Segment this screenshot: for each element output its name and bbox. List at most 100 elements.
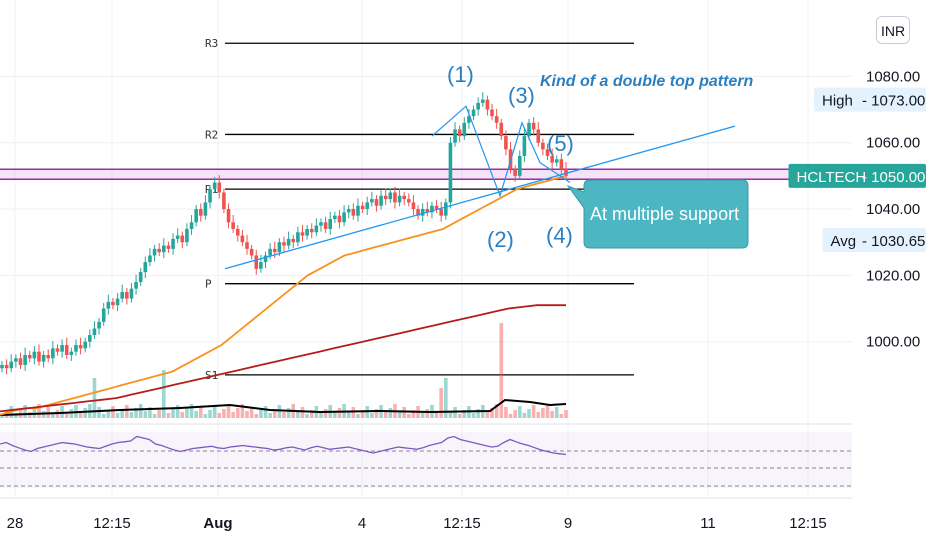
candle-body	[319, 222, 323, 226]
volume-bar	[120, 409, 124, 418]
volume-bar	[51, 414, 55, 418]
candle-body	[134, 282, 138, 289]
candle-body	[111, 301, 115, 306]
volume-bar	[439, 388, 443, 418]
candle-body	[504, 136, 508, 150]
currency-button[interactable]: INR	[876, 16, 910, 44]
callout-box	[566, 179, 749, 249]
high-price-pill	[814, 87, 926, 112]
candle-body	[83, 341, 88, 349]
volume-bar	[175, 405, 180, 418]
candle-body	[69, 351, 74, 355]
volume-bar	[309, 410, 314, 418]
wave-label-4: (4)	[546, 223, 573, 248]
volume-bar	[490, 408, 494, 418]
volume-bar	[282, 412, 286, 418]
candle-body	[268, 248, 272, 256]
candle-body	[393, 192, 397, 203]
volume-bar	[471, 413, 476, 418]
volume-bar	[397, 411, 402, 418]
rsi-line	[0, 435, 567, 456]
volume-bar	[425, 409, 430, 418]
ema-fast-line	[0, 175, 567, 416]
candle-body	[9, 361, 14, 369]
volume-bar	[23, 405, 27, 418]
annotations: (1) (2) (3) (4) (5) Kind of a double top patt…	[447, 62, 754, 252]
moving-averages	[0, 175, 567, 416]
volume-bar	[240, 404, 245, 418]
volume-bar	[162, 370, 166, 418]
volume-bar	[92, 378, 97, 418]
volume-bar	[370, 413, 374, 418]
candle-body	[564, 169, 568, 176]
volume-bar	[97, 407, 101, 418]
candle-body	[323, 222, 328, 229]
candle-body	[309, 228, 314, 233]
volume-bar	[513, 410, 517, 418]
candle-body	[379, 195, 383, 206]
volume-bar	[277, 405, 282, 418]
volume-bar	[125, 405, 129, 418]
candle-body	[314, 225, 319, 233]
candle-body	[120, 291, 124, 299]
candle-body	[541, 142, 545, 150]
candle-body	[101, 308, 106, 322]
volume-bar	[522, 413, 527, 418]
candle-body	[425, 209, 430, 213]
volume-bar	[14, 413, 18, 418]
support-zone-band	[0, 169, 852, 180]
y-tick-label: 1020.00	[866, 267, 920, 284]
volume-bar	[545, 404, 550, 418]
candle-body	[286, 238, 291, 246]
x-tick-label: 28	[7, 515, 24, 532]
ema-slow-line	[0, 304, 566, 413]
volume-bar	[115, 413, 120, 418]
candle-body	[272, 248, 277, 253]
volume-bar	[259, 410, 263, 418]
candle-body	[263, 255, 268, 263]
candle-body	[245, 242, 249, 249]
candle-body	[226, 209, 231, 223]
candle-body	[175, 235, 180, 239]
volume-bar	[83, 408, 88, 418]
candle-body	[370, 199, 374, 203]
volume-bar	[272, 409, 277, 418]
y-tick-label: 1000.00	[866, 334, 920, 351]
candle-body	[517, 155, 522, 176]
candle-body	[212, 182, 217, 190]
wave-path	[431, 105, 571, 198]
candle-body	[41, 354, 46, 362]
trendlines	[224, 105, 736, 270]
volume-bar	[323, 409, 328, 418]
candle-body	[453, 129, 457, 143]
candle-body	[513, 169, 517, 176]
volume-bar	[129, 412, 134, 418]
y-tick-label: 1060.00	[866, 135, 920, 152]
volume-bar	[222, 409, 226, 418]
volume-bar	[235, 408, 240, 418]
wave-label-3: (3)	[508, 83, 535, 108]
volume-bar	[494, 404, 499, 418]
candle-body	[92, 328, 97, 336]
x-axis: 28 12:15 Aug 4 12:15 9 11 12:15	[0, 497, 852, 532]
x-tick-label: 12:15	[443, 515, 481, 532]
candle-body	[23, 354, 27, 365]
candle-body	[259, 262, 263, 269]
candle-body	[305, 228, 309, 236]
volume-bar	[356, 414, 360, 418]
volume-bar	[138, 404, 143, 418]
volume-bar	[217, 413, 222, 418]
candle-body	[157, 248, 161, 253]
volume-bar	[333, 412, 337, 418]
candle-body	[342, 212, 346, 223]
callout-text: At multiple support	[590, 204, 739, 224]
volume-bar	[541, 408, 545, 418]
pattern-annotation: Kind of a double top pattern	[540, 73, 754, 90]
volume-bar	[383, 412, 388, 418]
wave-label-2: (2)	[487, 227, 514, 252]
candle-body	[208, 189, 212, 203]
candle-body	[231, 222, 235, 229]
